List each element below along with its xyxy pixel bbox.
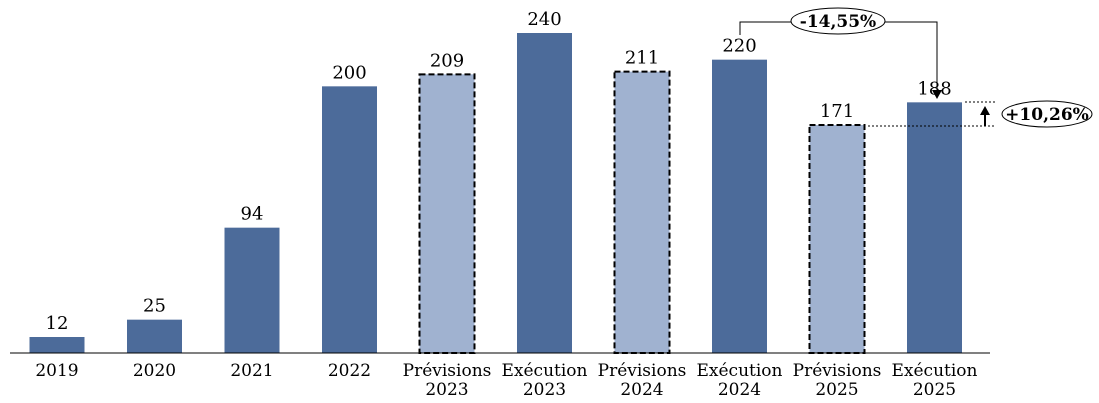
x-tick-label-9-0: Exécution [892, 361, 978, 381]
x-tick-label-8-1: 2025 [815, 380, 858, 400]
bar-forecast-4 [418, 73, 476, 354]
decrease-arrowhead-icon [932, 90, 942, 99]
x-tick-label-5-1: 2023 [523, 380, 566, 400]
value-label-6: 211 [625, 48, 659, 69]
bar-actual-5 [517, 33, 572, 353]
x-tick-label-2-0: 2021 [230, 361, 273, 381]
value-label-1: 25 [143, 296, 166, 317]
bar-actual-9 [907, 102, 962, 353]
annotation-decrease: -14,55% [739, 7, 942, 99]
x-tick-label-6-1: 2024 [620, 380, 663, 400]
bar-actual-1 [127, 319, 182, 353]
increase-badge-text: +10,26% [1005, 105, 1089, 125]
x-tick-label-4-1: 2023 [425, 380, 468, 400]
value-label-4: 209 [430, 50, 464, 71]
bar-actual-7 [712, 59, 767, 354]
x-tick-label-9-1: 2025 [913, 380, 956, 400]
bar-actual-0 [29, 337, 85, 353]
bar-forecast-6 [613, 70, 671, 355]
bar-actual-2 [224, 227, 280, 353]
x-tick-label-7-0: Exécution [697, 361, 783, 381]
x-tick-label-1-0: 2020 [133, 361, 176, 381]
x-tick-label-8-0: Prévisions [793, 361, 882, 381]
increase-arrowhead-icon [980, 106, 990, 115]
bars-group [29, 33, 962, 355]
value-label-7: 220 [722, 36, 756, 57]
value-labels-group: 12 25 94 200 209 240 211 220 171 188 [46, 9, 952, 334]
bar-actual-3 [322, 86, 377, 353]
x-tick-label-7-1: 2024 [718, 380, 761, 400]
value-label-5: 240 [527, 9, 561, 30]
value-label-9: 188 [917, 78, 951, 99]
value-label-2: 94 [241, 204, 264, 225]
annotation-increase: +10,26% [868, 100, 1093, 128]
x-tick-label-3-0: 2022 [328, 361, 371, 381]
bar-forecast-8 [808, 124, 866, 354]
x-tick-labels-group: 2019 2020 2021 2022 Prévisions2023Exécution2… [35, 361, 977, 400]
x-tick-label-5-0: Exécution [502, 361, 588, 381]
value-label-3: 200 [332, 62, 366, 83]
decrease-badge-text: -14,55% [800, 12, 876, 32]
value-label-0: 12 [46, 313, 69, 334]
x-tick-label-6-0: Prévisions [598, 361, 687, 381]
x-tick-label-4-0: Prévisions [403, 361, 492, 381]
x-tick-label-0-0: 2019 [35, 361, 78, 381]
decrease-badge [790, 7, 886, 35]
value-label-8: 171 [820, 101, 854, 122]
increase-badge [1001, 100, 1093, 128]
